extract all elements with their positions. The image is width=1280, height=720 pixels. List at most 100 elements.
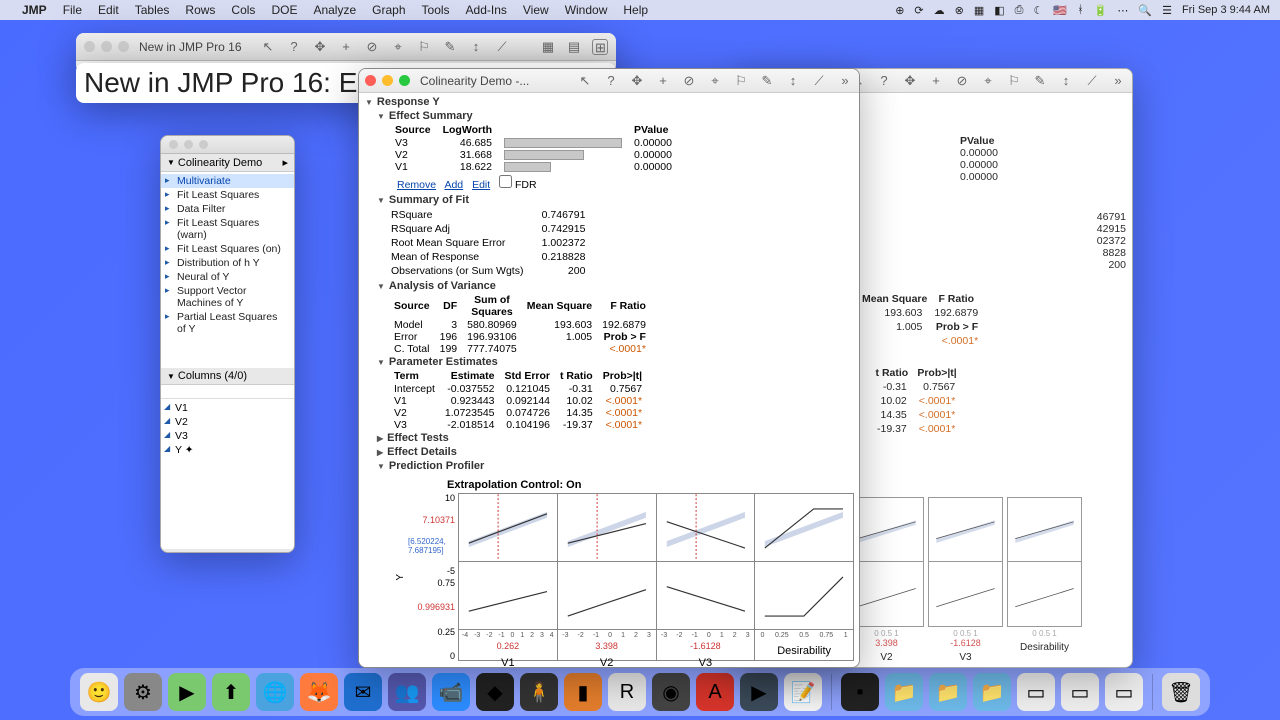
- params-outline[interactable]: ▼Parameter Estimates: [377, 355, 853, 369]
- tool-icon[interactable]: ⚐: [733, 73, 749, 89]
- dock-jmp1[interactable]: ▶: [168, 673, 206, 711]
- tool-icon[interactable]: ✥: [902, 73, 918, 89]
- script-item[interactable]: ▸Partial Least Squares of Y: [161, 310, 294, 336]
- dock-app3[interactable]: ▮: [564, 673, 602, 711]
- tool-icon[interactable]: ✎: [442, 39, 458, 55]
- menu-doe[interactable]: DOE: [271, 3, 297, 17]
- control-center-icon[interactable]: ☰: [1162, 4, 1172, 17]
- tool-icon[interactable]: ⚐: [1006, 73, 1022, 89]
- tool-icon[interactable]: ▦: [540, 39, 556, 55]
- tool-icon[interactable]: ↕: [785, 73, 801, 89]
- effect-tests-outline[interactable]: ▶Effect Tests: [377, 431, 853, 445]
- search-icon[interactable]: 🔍: [1138, 4, 1152, 17]
- profiler-column[interactable]: -3-2-10123-1.6128V3: [656, 493, 756, 661]
- dock-folder1[interactable]: 📁: [885, 673, 923, 711]
- dock-app2[interactable]: 🧍: [520, 673, 558, 711]
- script-item[interactable]: ▸Fit Least Squares (warn): [161, 216, 294, 242]
- bluetooth-icon[interactable]: ᚼ: [1077, 4, 1084, 16]
- dock-textedit[interactable]: 📝: [784, 673, 822, 711]
- menu-file[interactable]: File: [63, 3, 82, 17]
- script-item[interactable]: ▸Neural of Y: [161, 270, 294, 284]
- menu-graph[interactable]: Graph: [372, 3, 405, 17]
- status-icon[interactable]: ⊗: [955, 4, 964, 17]
- tool-icon[interactable]: ↕: [468, 39, 484, 55]
- menu-tools[interactable]: Tools: [422, 3, 450, 17]
- dock-folder3[interactable]: 📁: [973, 673, 1011, 711]
- menu-cols[interactable]: Cols: [231, 3, 255, 17]
- dock-outlook[interactable]: ✉: [344, 673, 382, 711]
- tool-icon[interactable]: ⚐: [416, 39, 432, 55]
- menu-add-ins[interactable]: Add-Ins: [466, 3, 507, 17]
- menu-analyze[interactable]: Analyze: [313, 3, 356, 17]
- minimize-button[interactable]: [382, 75, 393, 86]
- tool-icon[interactable]: ⊘: [954, 73, 970, 89]
- app-name[interactable]: JMP: [22, 3, 47, 17]
- cursor-icon[interactable]: ↖: [260, 39, 276, 55]
- dock-adobe[interactable]: A: [696, 673, 734, 711]
- tool-icon[interactable]: ⊘: [364, 39, 380, 55]
- tool-icon[interactable]: ⟋: [811, 73, 827, 89]
- tool-icon[interactable]: +: [338, 39, 354, 55]
- dock-folder5[interactable]: ▭: [1061, 673, 1099, 711]
- status-icon[interactable]: ⊕: [895, 4, 904, 17]
- script-item[interactable]: ▸Support Vector Machines of Y: [161, 284, 294, 310]
- dock-jmp2[interactable]: ⬆: [212, 673, 250, 711]
- dock-settings[interactable]: ⚙: [124, 673, 162, 711]
- menu-rows[interactable]: Rows: [185, 3, 215, 17]
- dock-zoom[interactable]: 📹: [432, 673, 470, 711]
- tool-icon[interactable]: ⌖: [980, 73, 996, 89]
- tool-icon[interactable]: ↕: [1058, 73, 1074, 89]
- status-icon[interactable]: ⎙: [1015, 4, 1024, 17]
- dock-firefox[interactable]: 🦊: [300, 673, 338, 711]
- dock-teams[interactable]: 👥: [388, 673, 426, 711]
- menu-help[interactable]: Help: [623, 3, 648, 17]
- dock-quicktime[interactable]: ▶: [740, 673, 778, 711]
- menu-tables[interactable]: Tables: [135, 3, 170, 17]
- close-button[interactable]: [365, 75, 376, 86]
- dock-folder4[interactable]: ▭: [1017, 673, 1055, 711]
- menu-window[interactable]: Window: [565, 3, 608, 17]
- tool-icon[interactable]: »: [837, 73, 853, 89]
- table-name-header[interactable]: ▼Colinearity Demo ▸: [161, 154, 294, 172]
- fdr-checkbox[interactable]: [499, 175, 512, 188]
- effect-details-outline[interactable]: ▶Effect Details: [377, 445, 853, 459]
- effect-summary-outline[interactable]: ▼Effect Summary: [377, 109, 853, 123]
- status-icon[interactable]: ☁: [934, 4, 945, 17]
- profiler-outline[interactable]: ▼Prediction Profiler: [377, 459, 853, 473]
- dock-folder2[interactable]: 📁: [929, 673, 967, 711]
- menu-view[interactable]: View: [523, 3, 549, 17]
- help-icon[interactable]: ?: [286, 39, 302, 55]
- menu-edit[interactable]: Edit: [98, 3, 119, 17]
- zoom-button[interactable]: [399, 75, 410, 86]
- script-item[interactable]: ▸Distribution of h Y: [161, 256, 294, 270]
- dock-rstudio[interactable]: R: [608, 673, 646, 711]
- columns-header[interactable]: ▼Columns (4/0): [161, 368, 294, 385]
- tool-icon[interactable]: ▤: [566, 39, 582, 55]
- column-item[interactable]: ◢V2: [161, 415, 294, 429]
- tool-icon[interactable]: +: [928, 73, 944, 89]
- profiler-column[interactable]: -4-3-2-1012340.262V1: [458, 493, 558, 661]
- tool-icon[interactable]: ✥: [312, 39, 328, 55]
- tool-icon[interactable]: »: [1110, 73, 1126, 89]
- edit-link[interactable]: Edit: [472, 179, 490, 191]
- help-icon[interactable]: ?: [876, 73, 892, 89]
- dock-app4[interactable]: ◉: [652, 673, 690, 711]
- dock-global[interactable]: 🌐: [256, 673, 294, 711]
- tool-icon[interactable]: ✎: [1032, 73, 1048, 89]
- tool-icon[interactable]: ⟋: [494, 39, 510, 55]
- script-item[interactable]: ▸Fit Least Squares: [161, 188, 294, 202]
- tool-icon[interactable]: ✥: [629, 73, 645, 89]
- status-icon[interactable]: ⟳: [914, 4, 923, 17]
- dock-trash[interactable]: 🗑: [1162, 673, 1200, 711]
- status-icon[interactable]: ▦: [974, 4, 984, 17]
- profiler-column[interactable]: 00.250.50.751Desirability: [754, 493, 854, 661]
- help-icon[interactable]: ?: [603, 73, 619, 89]
- dock-finder[interactable]: 🙂: [80, 673, 118, 711]
- dock-app1[interactable]: ◆: [476, 673, 514, 711]
- summary-fit-outline[interactable]: ▼Summary of Fit: [377, 193, 853, 207]
- add-link[interactable]: Add: [444, 179, 463, 191]
- script-item[interactable]: ▸Data Filter: [161, 202, 294, 216]
- tool-icon[interactable]: ✎: [759, 73, 775, 89]
- script-item[interactable]: ▸Fit Least Squares (on): [161, 242, 294, 256]
- profiler-column[interactable]: -3-2-101233.398V2: [557, 493, 657, 661]
